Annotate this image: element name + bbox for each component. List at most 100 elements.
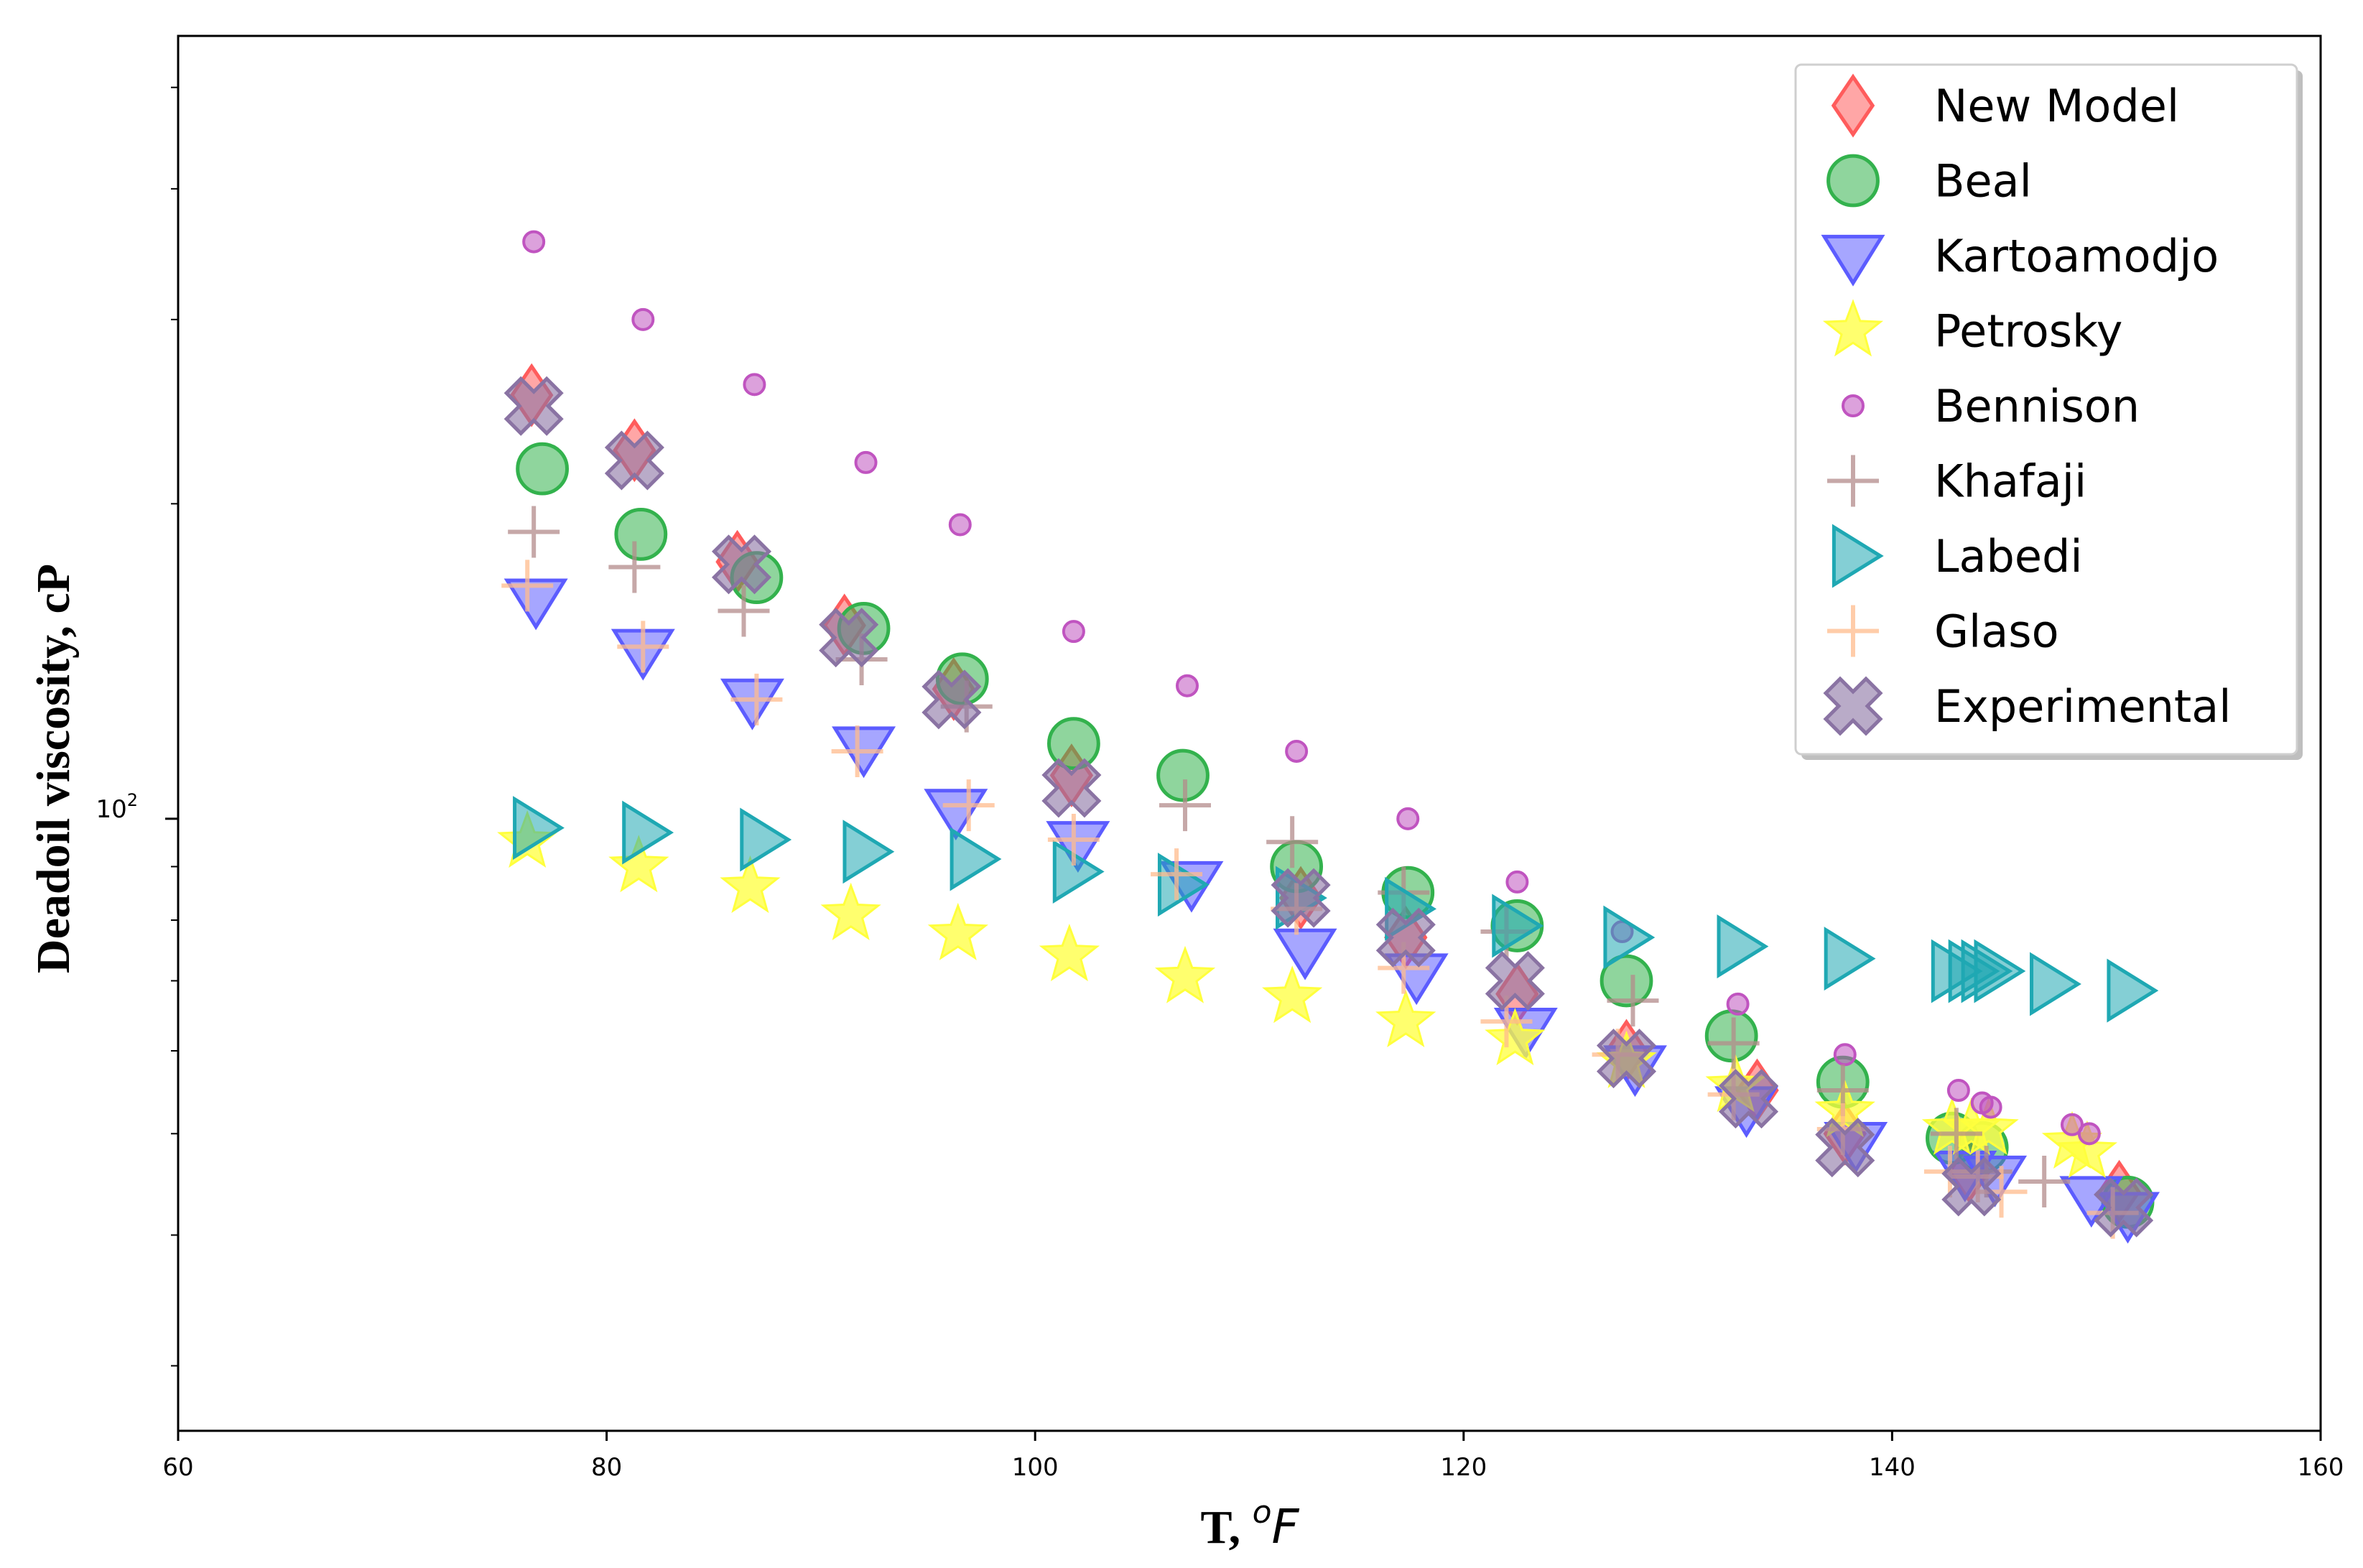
series-labedi (513, 796, 2159, 1023)
data-point-glaso (1151, 848, 1203, 901)
x-tick-label: 100 (1012, 1453, 1059, 1482)
data-point-bennison (1505, 870, 1529, 894)
data-point-experimental (1596, 1029, 1657, 1089)
data-point-petrosky (2056, 1120, 2117, 1178)
legend-marker (1821, 234, 1885, 287)
legend-label: Glaso (1934, 606, 2059, 658)
legend-label: Labedi (1934, 530, 2083, 583)
y-axis-ticks (165, 86, 178, 1367)
data-point-experimental (1941, 1156, 2002, 1217)
data-point-beal (1600, 954, 1653, 1008)
legend: New Model Beal Kartoamodjo Petrosky Bennison… (1794, 63, 2303, 760)
data-point-glaso (831, 725, 883, 777)
data-point-labedi (1974, 939, 2026, 1003)
x-axis-title: T, oF (1200, 1494, 1299, 1554)
legend-entry: Beal (1826, 154, 2032, 208)
data-point-labedi (950, 827, 1002, 891)
plot-frame (177, 34, 2322, 1432)
data-point-petrosky (720, 855, 781, 914)
data-point-bennison (743, 373, 766, 396)
data-point-bennison (1062, 620, 1085, 644)
data-point-khafaji (608, 541, 661, 593)
legend-marker (1827, 605, 1879, 657)
y-tick-exponent: 2 (127, 790, 138, 810)
data-point-glaso (501, 560, 554, 612)
data-point-experimental (921, 669, 982, 730)
legend-label: Beal (1934, 155, 2032, 208)
series-experimental (503, 376, 2154, 1238)
data-point-bennison (1396, 807, 1420, 830)
data-point-bennison (1175, 674, 1199, 697)
legend-marker (1823, 676, 1883, 736)
legend-entry: Kartoamodjo (1821, 230, 2219, 287)
x-axis-title-unit: F (1272, 1499, 1300, 1554)
data-point-petrosky (1154, 945, 1216, 1003)
data-point-khafaji (1607, 975, 1659, 1027)
data-marks (497, 230, 2160, 1244)
data-point-kartoamodjo (1046, 821, 1110, 873)
data-point-bennison (1833, 1043, 1857, 1067)
legend-marker (1832, 524, 1884, 588)
data-point-beal (614, 507, 668, 561)
data-point-labedi (842, 820, 895, 884)
data-point-experimental (1485, 950, 1545, 1011)
legend-entry: Glaso (1827, 605, 2059, 658)
legend-entry: Experimental (1823, 676, 2231, 736)
legend-entry: Petrosky (1822, 299, 2122, 358)
data-point-labedi (2030, 952, 2081, 1016)
y-tick-label-100: 102 (96, 790, 138, 824)
data-point-bennison (522, 230, 546, 254)
legend-entry: Khafaji (1827, 455, 2086, 508)
data-point-beal (1046, 717, 1100, 771)
legend-marker (1827, 455, 1879, 507)
data-point-khafaji (1266, 816, 1319, 868)
legend-entry: Bennison (1842, 380, 2140, 432)
x-axis-title-text: T, (1200, 1501, 1252, 1554)
data-point-bennison (948, 513, 972, 537)
x-tick-label: 80 (591, 1453, 622, 1482)
x-tick-label: 140 (1869, 1453, 1916, 1482)
data-point-labedi (1824, 927, 1876, 991)
data-point-petrosky (927, 902, 988, 960)
legend-label: Bennison (1934, 380, 2140, 432)
x-tick-label: 160 (2298, 1453, 2344, 1482)
legend-marker (1831, 73, 1875, 138)
data-point-bennison (1285, 739, 1309, 763)
y-axis-title: Deadoil viscosity, cP (27, 564, 80, 973)
data-point-khafaji (1930, 1108, 1982, 1160)
data-point-experimental (2094, 1177, 2154, 1238)
data-point-experimental (1041, 758, 1102, 818)
legend-marker (1822, 299, 1884, 357)
data-point-experimental (711, 534, 772, 595)
data-point-glaso (1047, 813, 1100, 866)
data-point-labedi (740, 807, 792, 872)
data-point-khafaji (1159, 779, 1212, 832)
data-point-experimental (503, 376, 564, 436)
data-point-experimental (819, 608, 879, 668)
data-point-labedi (513, 796, 565, 860)
data-point-labedi (1603, 905, 1656, 970)
data-point-experimental (1375, 907, 1436, 968)
data-point-labedi (1717, 914, 1769, 979)
data-point-kartoamodjo (503, 578, 568, 631)
data-point-glaso (942, 779, 995, 832)
data-point-bennison (1946, 1079, 1970, 1103)
data-point-petrosky (1485, 1008, 1546, 1066)
data-point-khafaji (2018, 1155, 2071, 1207)
data-point-experimental (1271, 868, 1331, 928)
legend-label: Khafaji (1934, 455, 2086, 508)
legend-marker (1842, 394, 1865, 417)
data-point-experimental (1815, 1118, 1875, 1178)
data-point-labedi (1157, 853, 1210, 917)
data-point-khafaji (1707, 1017, 1760, 1070)
data-point-khafaji (718, 585, 770, 637)
legend-marker (1826, 154, 1880, 208)
data-point-petrosky (820, 882, 881, 940)
data-point-labedi (2107, 958, 2159, 1023)
data-point-bennison (1726, 992, 1750, 1016)
data-point-petrosky (608, 835, 669, 893)
data-point-beal (516, 442, 570, 496)
data-point-petrosky (1039, 924, 1100, 982)
x-axis-title-superscript: o (1253, 1494, 1272, 1531)
